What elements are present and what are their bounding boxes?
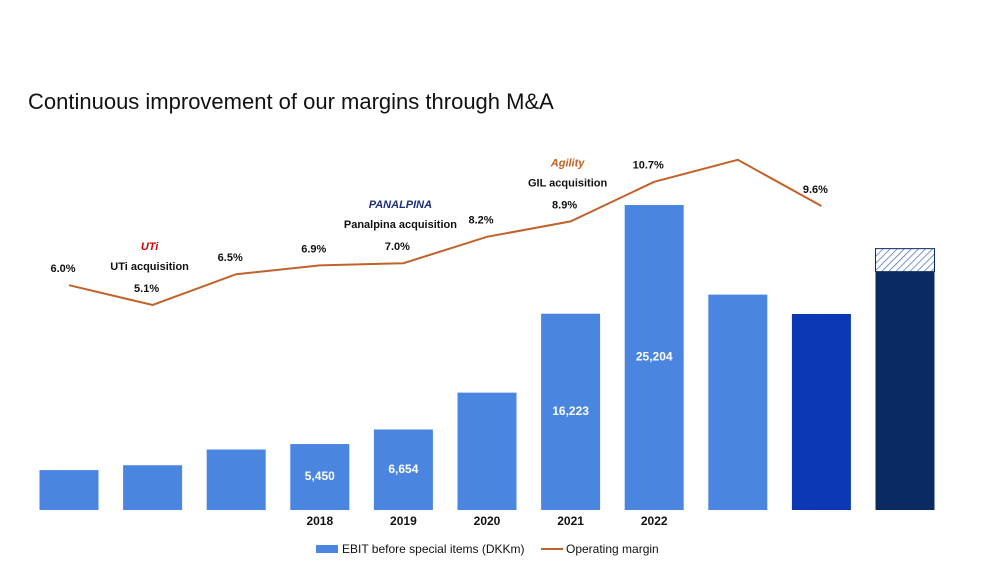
annotation: UTi acquisition <box>110 261 189 273</box>
annotation: Panalpina acquisition <box>344 219 457 231</box>
legend-label: EBIT before special items (DKKm) <box>342 542 525 556</box>
bar-label: 25,204 <box>636 350 673 364</box>
bar <box>708 294 768 510</box>
margin-label: 10.7% <box>633 160 664 172</box>
annotation: GIL acquisition <box>528 177 608 189</box>
legend: EBIT before special items (DKKm) Operati… <box>316 542 659 556</box>
bar <box>206 449 266 510</box>
x-tick-label: 2019 <box>390 514 417 528</box>
bar-range <box>875 248 935 273</box>
margin-line <box>68 158 822 307</box>
x-tick-label: 2020 <box>474 514 501 528</box>
margin-label: 8.9% <box>552 199 577 211</box>
bar <box>123 465 183 510</box>
legend-swatch <box>316 545 338 553</box>
bar <box>541 313 601 510</box>
x-tick-label: 2018 <box>306 514 333 528</box>
margin-label: 8.2% <box>468 215 493 227</box>
bar <box>373 429 433 510</box>
logo: UTi <box>141 241 159 253</box>
margin-label: 7.0% <box>385 241 410 253</box>
bar-label: 6,654 <box>388 462 418 476</box>
bar-label: 16,223 <box>552 404 589 418</box>
bar <box>39 470 99 510</box>
margin-label: 9.6% <box>803 184 828 196</box>
logo: Agility <box>550 157 585 169</box>
margin-label: 6.5% <box>218 252 243 264</box>
bar <box>875 271 935 510</box>
margin-label: 5.1% <box>134 283 159 295</box>
chart-title: Continuous improvement of our margins th… <box>28 89 554 114</box>
margin-label: 6.9% <box>301 243 326 255</box>
bar <box>791 313 851 510</box>
bar <box>624 205 684 510</box>
bar <box>457 392 517 510</box>
x-tick-label: 2021 <box>557 514 584 528</box>
margin-label: 6.0% <box>50 263 75 275</box>
x-tick-label: 2022 <box>641 514 668 528</box>
legend-label: Operating margin <box>566 542 659 556</box>
bar-label: 5,450 <box>305 469 335 483</box>
logo: PANALPINA <box>369 199 432 211</box>
bar <box>290 444 350 510</box>
